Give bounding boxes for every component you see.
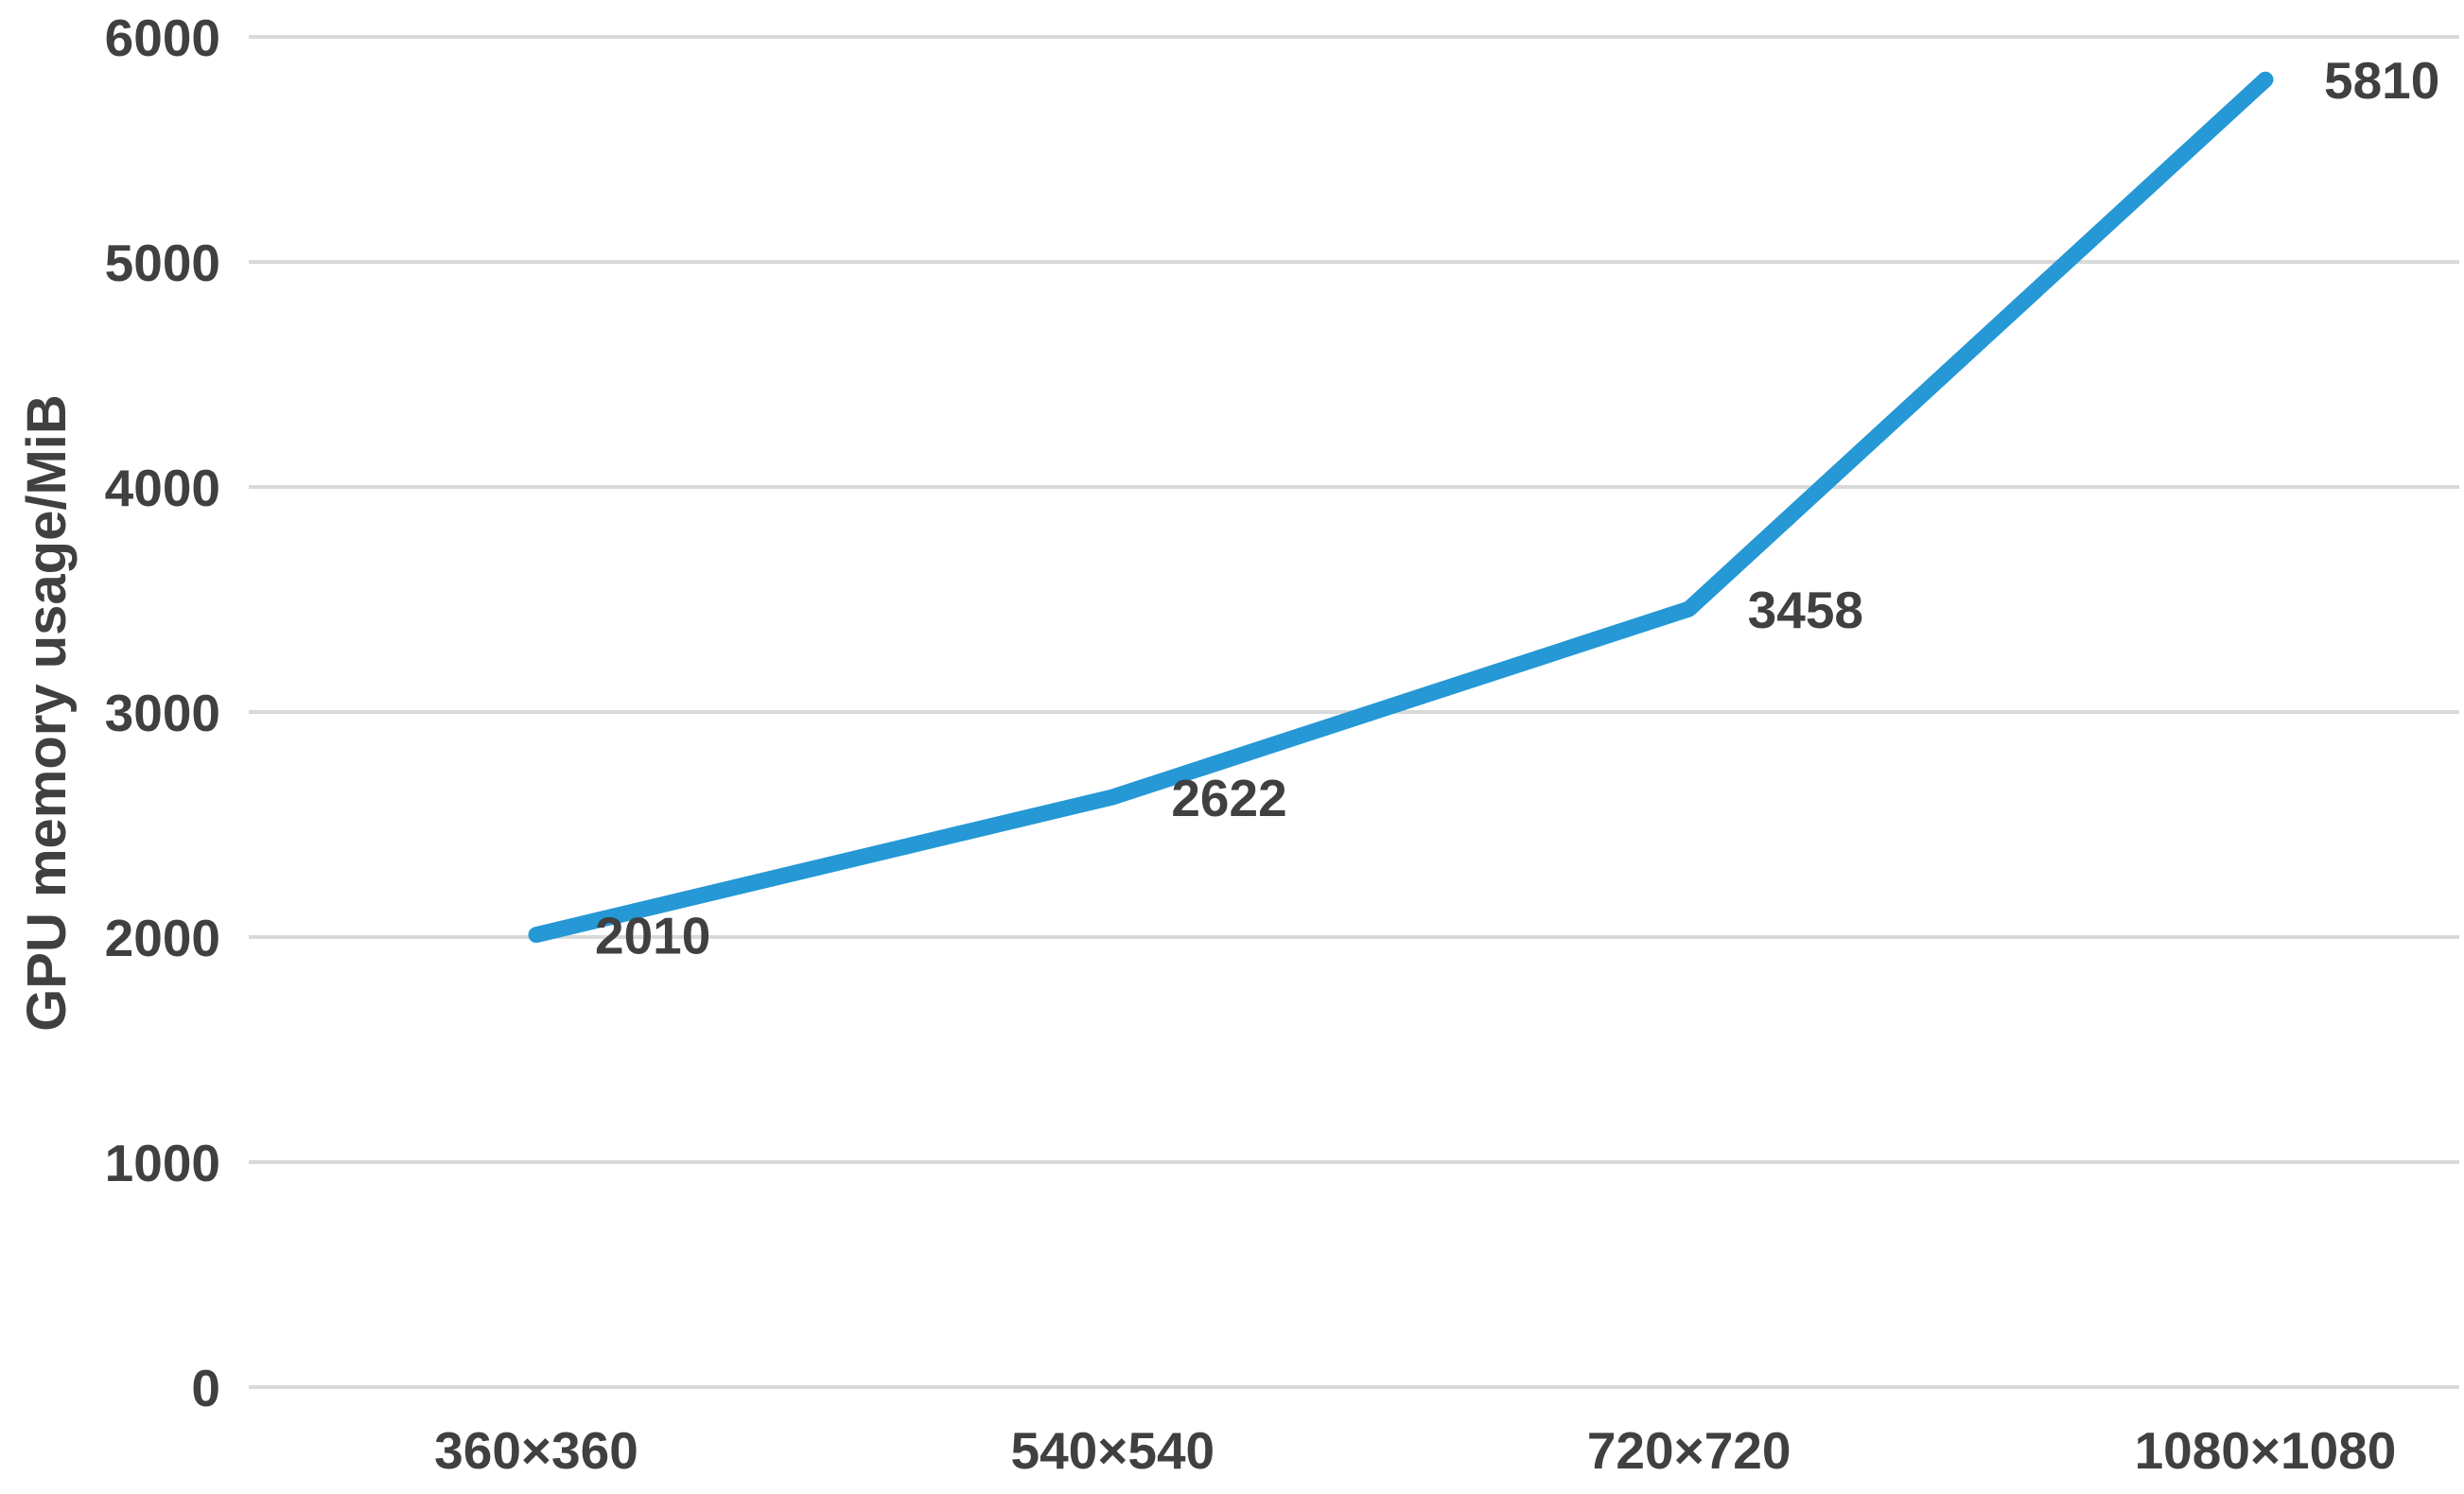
series-line	[528, 71, 2274, 944]
data-label: 3458	[1748, 581, 1863, 639]
x-category-label: 360×360	[434, 1421, 638, 1480]
y-tick-label: 0	[191, 1359, 220, 1417]
y-tick-label: 4000	[105, 459, 220, 517]
x-category-label: 540×540	[1011, 1421, 1215, 1480]
x-category-label: 1080×1080	[2135, 1421, 2397, 1480]
y-tick-label: 2000	[105, 909, 220, 967]
data-label: 5810	[2324, 51, 2439, 110]
y-tick-label: 6000	[105, 9, 220, 67]
y-tick-label: 3000	[105, 684, 220, 742]
x-category-label: 720×720	[1587, 1421, 1791, 1480]
y-tick-label: 1000	[105, 1134, 220, 1192]
y-tick-label: 5000	[105, 234, 220, 292]
data-label: 2010	[595, 907, 710, 965]
data-label: 2622	[1171, 769, 1286, 827]
